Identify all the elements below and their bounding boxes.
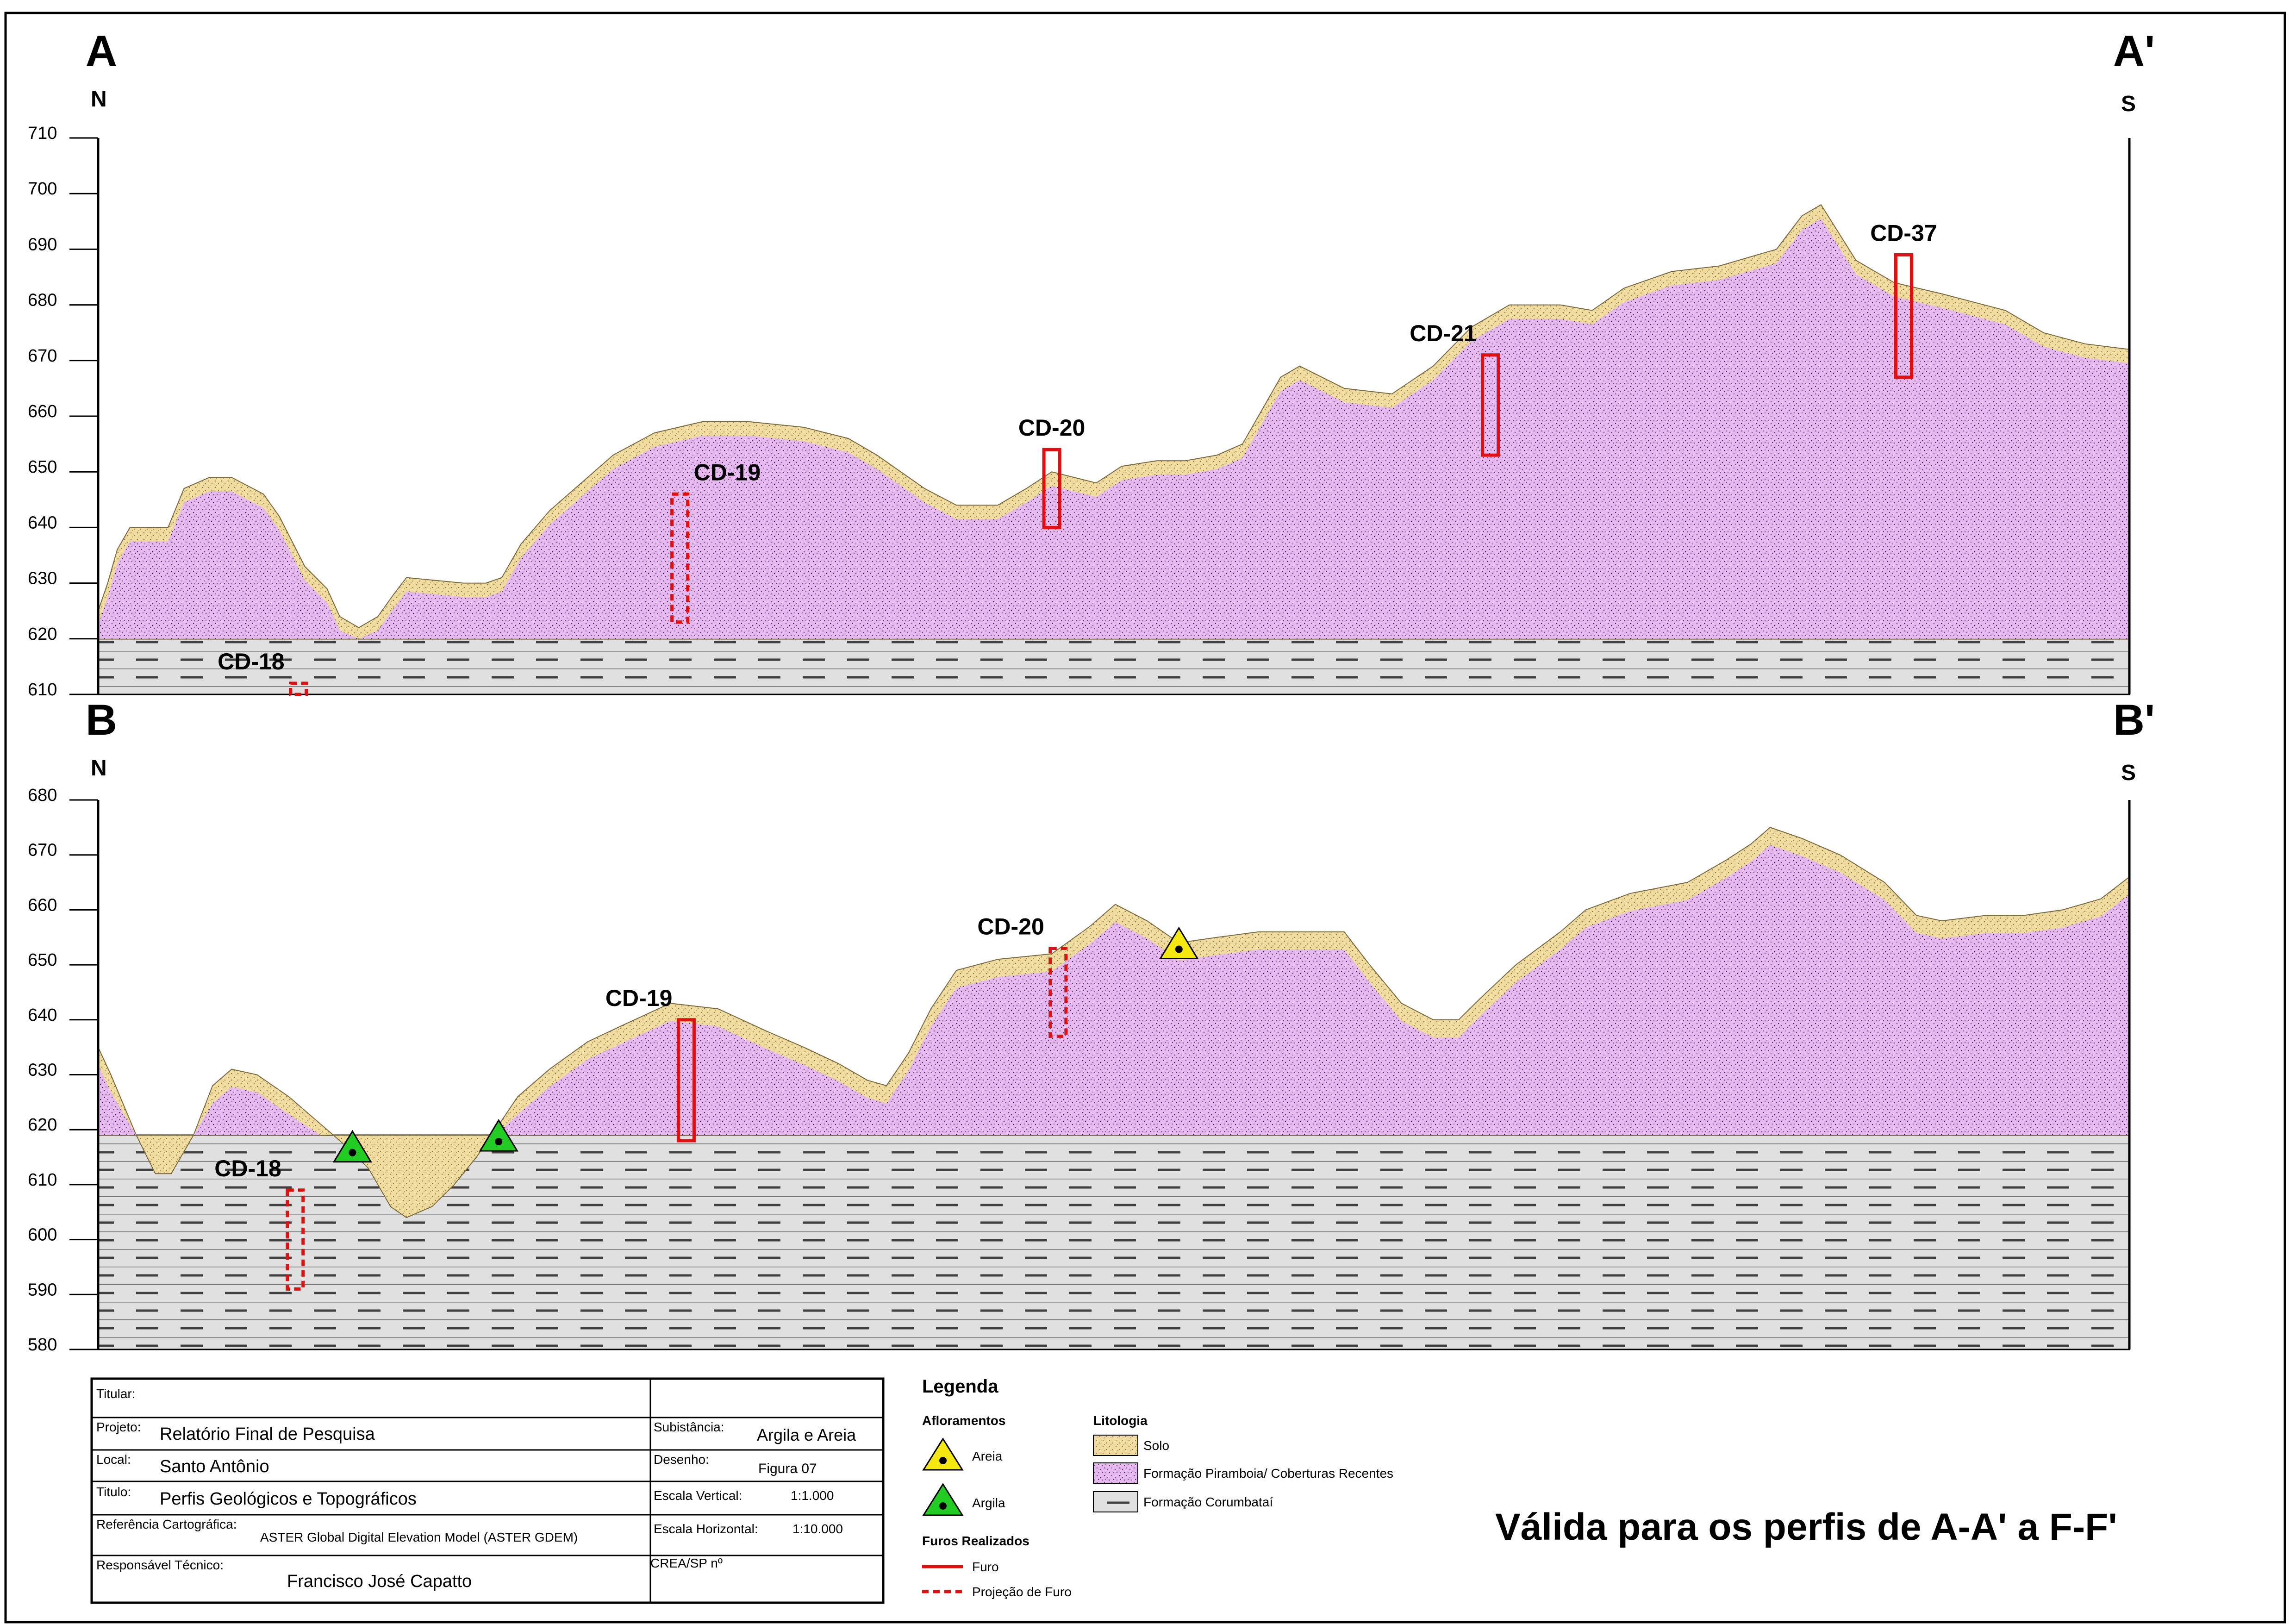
areia-outcrop-icon xyxy=(1159,926,1199,959)
desenho-value: Figura 07 xyxy=(758,1461,817,1476)
projeto-value: Relatório Final de Pesquisa xyxy=(160,1424,375,1444)
elevation-tick-label: 590 xyxy=(28,1280,57,1299)
desenho-label: Desenho: xyxy=(654,1452,709,1467)
legend-piramboia: Formação Piramboia/ Coberturas Recentes xyxy=(1143,1466,1393,1480)
borehole-label: CD-18 xyxy=(214,1156,281,1181)
profile-BB: 680 670 660 650 640 630 620 610 600 590 580 B B' N S CD… xyxy=(28,695,2155,1355)
crea-label: CREA/SP nº xyxy=(650,1556,723,1570)
legend-title: Legenda xyxy=(922,1376,998,1397)
legend-litologia-title: Litologia xyxy=(1093,1413,1148,1428)
titulo-value: Perfis Geológicos e Topográficos xyxy=(160,1489,417,1509)
elevation-tick-label: 620 xyxy=(28,1115,57,1135)
borehole-cd-19 xyxy=(676,1018,696,1143)
borehole-label: CD-18 xyxy=(218,649,284,675)
outcrop-dot xyxy=(349,1149,356,1156)
borehole-cd-19 xyxy=(670,492,690,624)
areia-marker-icon xyxy=(922,1437,964,1471)
titular-label: Titular: xyxy=(96,1387,136,1401)
responsavel-value: Francisco José Capatto xyxy=(287,1572,472,1591)
elevation-tick-label: 710 xyxy=(28,124,57,143)
direction-label-left: N xyxy=(91,87,107,112)
borehole-label: CD-20 xyxy=(1018,415,1085,441)
elevation-tick-label: 650 xyxy=(28,457,57,477)
referencia-value: ASTER Global Digital Elevation Model (AS… xyxy=(260,1530,578,1544)
local-value: Santo Antônio xyxy=(160,1457,269,1476)
section-label-right: B' xyxy=(2113,695,2155,744)
title-block: Titular: Projeto: Relatório Final de Pes… xyxy=(90,1377,885,1604)
referencia-label: Referência Cartográfica: xyxy=(96,1517,237,1531)
escala-vertical-value: 1:1.000 xyxy=(791,1488,834,1503)
elevation-tick-label: 700 xyxy=(28,179,57,199)
elevation-tick-label: 600 xyxy=(28,1225,57,1245)
solo-swatch-icon xyxy=(1093,1435,1138,1456)
direction-label-left: N xyxy=(91,756,107,781)
elevation-tick-label: 610 xyxy=(28,680,57,700)
borehole-cd-37 xyxy=(1894,253,1913,379)
legend: Legenda Afloramentos Areia Argila Furos … xyxy=(922,1376,1393,1599)
escala-horizontal-value: 1:10.000 xyxy=(792,1522,843,1536)
borehole-cd-18 xyxy=(286,1188,305,1291)
piramboia-layer xyxy=(98,219,2129,639)
elevation-tick-label: 660 xyxy=(28,402,57,421)
borehole-label: CD-37 xyxy=(1870,220,1937,246)
piramboia-swatch-icon xyxy=(1093,1462,1138,1484)
elevation-tick-label: 690 xyxy=(28,235,57,254)
local-label: Local: xyxy=(96,1452,131,1467)
borehole-label: CD-20 xyxy=(977,913,1044,939)
elevation-tick-label: 580 xyxy=(28,1335,57,1355)
outcrop-dot xyxy=(1175,945,1183,953)
escala-horizontal-label: Escala Horizontal: xyxy=(654,1522,758,1536)
elevation-tick-label: 670 xyxy=(28,346,57,366)
responsavel-label: Responsável Técnico: xyxy=(96,1558,224,1572)
elevation-tick-label: 620 xyxy=(28,625,57,644)
profiles-group: 710 700 690 680 670 660 650 640 630 620 610 A A' N S CD… xyxy=(28,26,2155,1355)
borehole-label: CD-21 xyxy=(1410,320,1476,346)
legend-areia: Areia xyxy=(972,1449,1003,1463)
elevation-tick-label: 660 xyxy=(28,895,57,915)
legend-solo: Solo xyxy=(1143,1438,1169,1453)
elevation-tick-label: 680 xyxy=(28,291,57,310)
section-label-left: B xyxy=(86,695,117,744)
elevation-tick-label: 630 xyxy=(28,569,57,588)
titulo-label: Titulo: xyxy=(96,1485,131,1499)
borehole-label: CD-19 xyxy=(694,459,761,485)
substancia-label: Subistância: xyxy=(654,1420,724,1434)
legend-furos-title: Furos Realizados xyxy=(922,1534,1029,1548)
outcrop-dot xyxy=(495,1137,503,1145)
corumbatai-layer xyxy=(97,638,2130,695)
section-label-right: A' xyxy=(2113,26,2155,75)
escala-vertical-label: Escala Vertical: xyxy=(654,1488,742,1503)
legend-afloramentos-title: Afloramentos xyxy=(922,1413,1005,1428)
substancia-value: Argila e Areia xyxy=(757,1425,856,1444)
borehole-cd-21 xyxy=(1481,353,1500,457)
validity-note: Válida para os perfis de A-A' a F-F' xyxy=(1495,1506,2117,1548)
elevation-tick-label: 670 xyxy=(28,841,57,860)
borehole-cd-18 xyxy=(289,681,308,696)
section-label-left: A xyxy=(86,26,117,75)
elevation-tick-label: 610 xyxy=(28,1170,57,1190)
argila-marker-icon xyxy=(922,1483,964,1516)
elevation-tick-label: 650 xyxy=(28,950,57,970)
legend-argila: Argila xyxy=(972,1496,1005,1510)
piramboia-layer xyxy=(98,845,2129,1136)
legend-corumbatai: Formação Corumbataí xyxy=(1143,1495,1273,1509)
elevation-tick-label: 680 xyxy=(28,786,57,805)
elevation-tick-label: 640 xyxy=(28,513,57,532)
argila-outcrop-icon xyxy=(332,1130,373,1163)
borehole-label: CD-19 xyxy=(605,985,672,1011)
direction-label-right: S xyxy=(2121,761,2136,785)
direction-label-right: S xyxy=(2121,92,2136,116)
borehole-cd-20 xyxy=(1048,946,1068,1038)
sheet-border xyxy=(4,12,2286,1624)
elevation-tick-label: 640 xyxy=(28,1006,57,1025)
elevation-tick-label: 630 xyxy=(28,1061,57,1080)
borehole-cd-20 xyxy=(1042,448,1061,529)
legend-furo: Furo xyxy=(972,1560,999,1574)
legend-projecao: Projeção de Furo xyxy=(972,1585,1072,1599)
projeto-label: Projeto: xyxy=(96,1420,141,1434)
argila-outcrop-icon xyxy=(479,1119,518,1152)
profile-AA: 710 700 690 680 670 660 650 640 630 620 610 A A' N S CD… xyxy=(28,26,2155,700)
